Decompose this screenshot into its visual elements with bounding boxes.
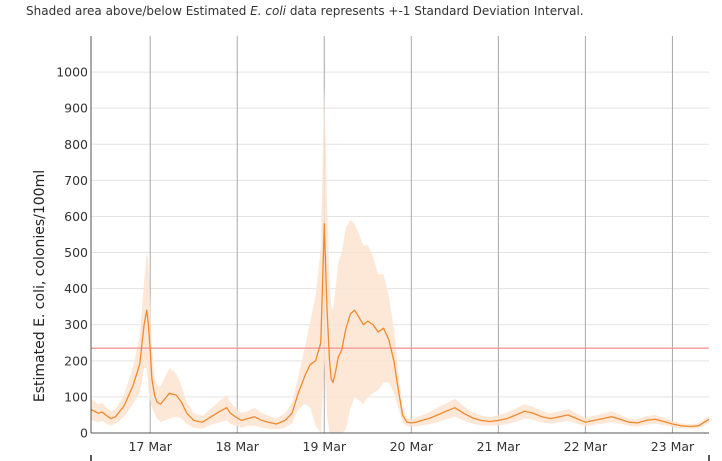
y-tick-label: 0 <box>80 426 88 441</box>
vertical-gridlines <box>149 36 673 433</box>
y-tick-label: 200 <box>64 353 88 368</box>
y-tick-label: 500 <box>64 245 88 260</box>
axes <box>90 36 710 461</box>
ecoli-series-line <box>90 223 710 428</box>
y-axis-title: Estimated E. coli, colonies/100ml <box>32 170 48 402</box>
y-tick-label: 800 <box>64 137 88 152</box>
caption-text-after: data represents +-1 Standard Deviation I… <box>286 4 584 18</box>
x-tick-labels: 17 Mar 18 Mar 19 Mar 20 Mar 21 Mar 22 Mar 23 M… <box>128 439 695 454</box>
y-tick-label: 1000 <box>56 65 88 80</box>
y-tick-label: 300 <box>64 317 88 332</box>
y-tick-labels: 0 100 200 300 400 500 600 700 800 900 1000 <box>56 65 88 441</box>
y-tick-label: 100 <box>64 389 88 404</box>
x-tick-label: 17 Mar <box>128 439 172 454</box>
chart-caption: Shaded area above/below Estimated E. col… <box>26 4 584 18</box>
caption-species: E. coli <box>250 4 286 18</box>
y-tick-label: 600 <box>64 209 88 224</box>
x-tick-label: 22 Mar <box>564 439 608 454</box>
x-tick-label: 18 Mar <box>215 439 259 454</box>
y-tick-label: 900 <box>64 101 88 116</box>
x-tick-label: 21 Mar <box>477 439 521 454</box>
y-tick-label: 700 <box>64 173 88 188</box>
x-tick-label: 23 Mar <box>651 439 695 454</box>
x-tick-label: 20 Mar <box>390 439 434 454</box>
y-tick-label: 400 <box>64 281 88 296</box>
caption-text-before: Shaded area above/below Estimated <box>26 4 251 18</box>
x-tick-label: 19 Mar <box>303 439 347 454</box>
std-deviation-band <box>91 86 709 433</box>
